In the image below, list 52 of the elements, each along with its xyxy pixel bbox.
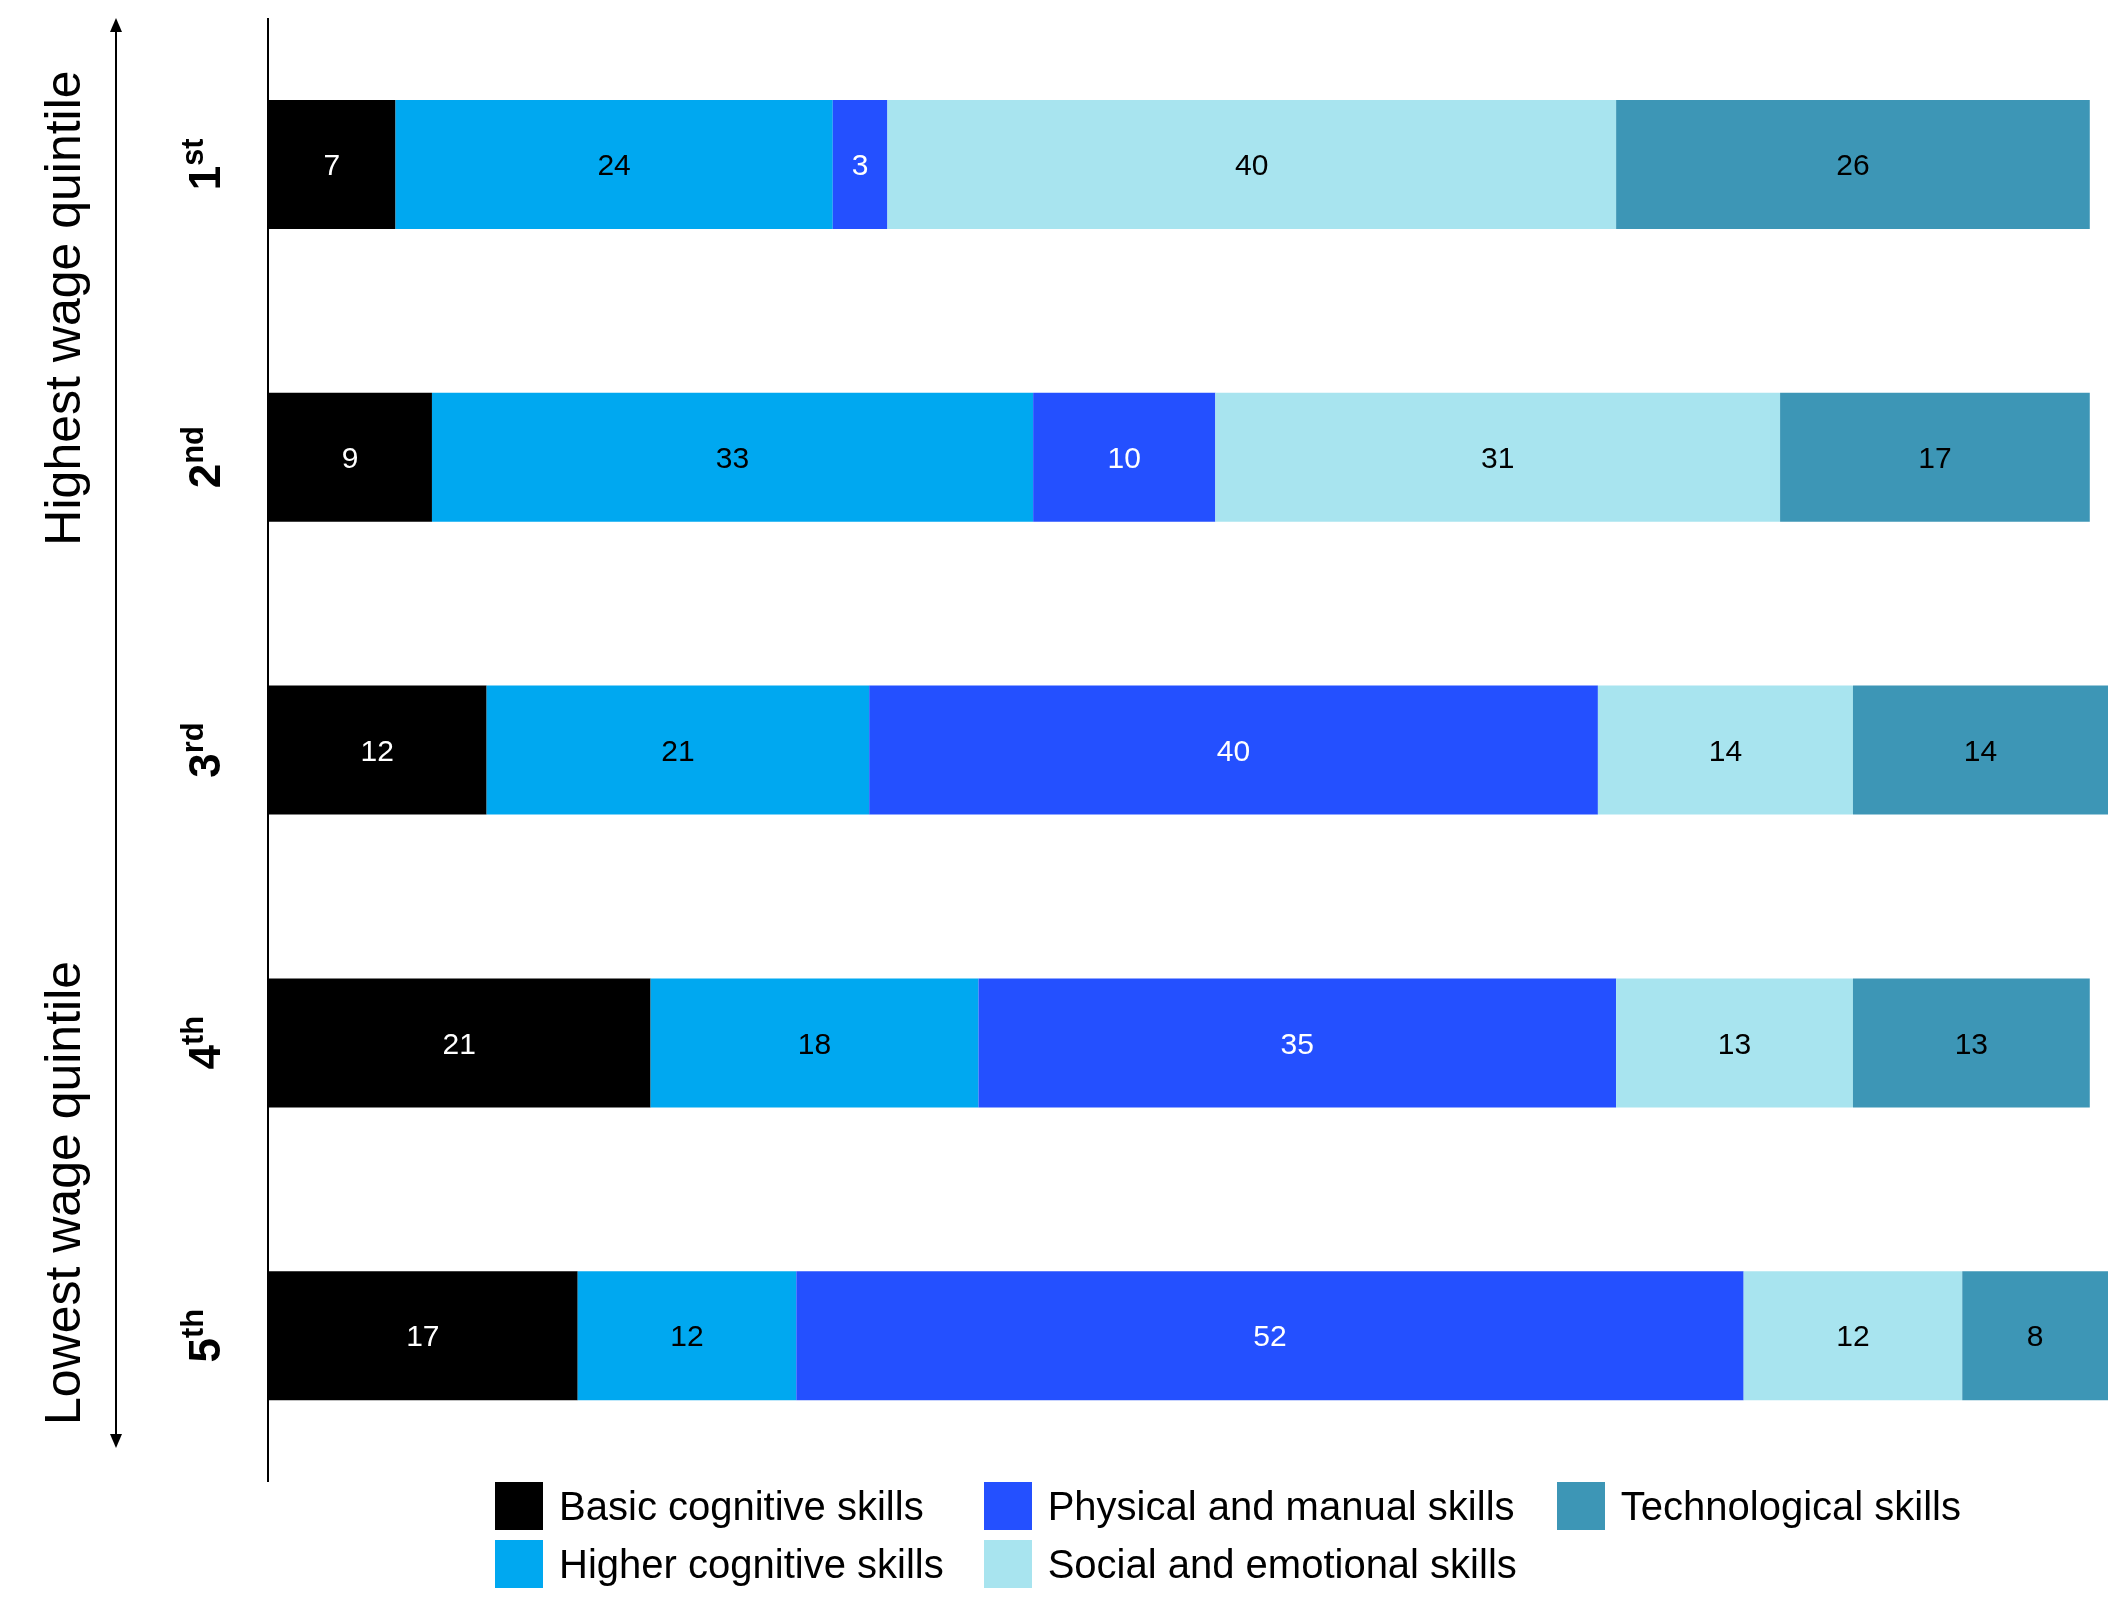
bar: [1616, 978, 1853, 1108]
data-label: 21: [661, 733, 695, 767]
data-label: 14: [1963, 733, 1998, 767]
data-label: 10: [1107, 440, 1141, 474]
bar: [395, 99, 833, 229]
data-label: 12: [360, 733, 394, 767]
data-label: 7: [323, 148, 341, 182]
data-label: 17: [406, 1319, 440, 1353]
data-label: 52: [1253, 1319, 1287, 1353]
bar: [1852, 978, 2090, 1108]
data-label: 31: [1481, 440, 1515, 474]
bar: [796, 1271, 1744, 1401]
legend-label: Physical and manual skills: [1047, 1483, 1515, 1529]
data-label: 24: [597, 148, 631, 182]
bar: [1597, 685, 1853, 815]
data-label: 12: [670, 1319, 704, 1353]
data-label: 12: [1836, 1319, 1870, 1353]
data-label: 3: [851, 148, 869, 182]
data-label: 13: [1717, 1026, 1752, 1060]
bar: [1743, 1271, 1963, 1401]
bar: [1616, 99, 2090, 229]
data-label: 21: [442, 1026, 476, 1060]
data-label: 17: [1918, 440, 1952, 474]
legend-label: Basic cognitive skills: [559, 1483, 924, 1529]
data-label: 13: [1954, 1026, 1989, 1060]
bar: [486, 685, 870, 815]
bar: [832, 99, 888, 229]
data-label: 26: [1836, 148, 1870, 182]
data-label: 40: [1235, 148, 1269, 182]
bar: [978, 978, 1617, 1108]
bar: [1852, 685, 2108, 815]
bar: [869, 685, 1598, 815]
data-label: 40: [1216, 733, 1251, 767]
bar: [1033, 392, 1216, 522]
legend-label: Social and emotional skills: [1047, 1541, 1517, 1587]
text: Highest wage quintile: [34, 70, 92, 546]
bar: [577, 1271, 797, 1401]
legend-label: Technological skills: [1620, 1483, 1961, 1529]
data-label: 35: [1280, 1026, 1314, 1060]
data-label: 9: [341, 440, 359, 474]
bar: [431, 392, 1034, 522]
data-label: 18: [797, 1026, 832, 1060]
bar: [887, 99, 1617, 229]
data-label: 8: [2026, 1319, 2044, 1353]
bar: [1215, 392, 1781, 522]
legend-label: Higher cognitive skills: [559, 1541, 944, 1587]
data-label: 33: [715, 440, 750, 474]
bar: [650, 978, 979, 1108]
text: Lowest wage quintile: [34, 960, 92, 1426]
bar: [1780, 392, 2090, 522]
bar: [1962, 1271, 2108, 1401]
data-label: 14: [1708, 733, 1743, 767]
